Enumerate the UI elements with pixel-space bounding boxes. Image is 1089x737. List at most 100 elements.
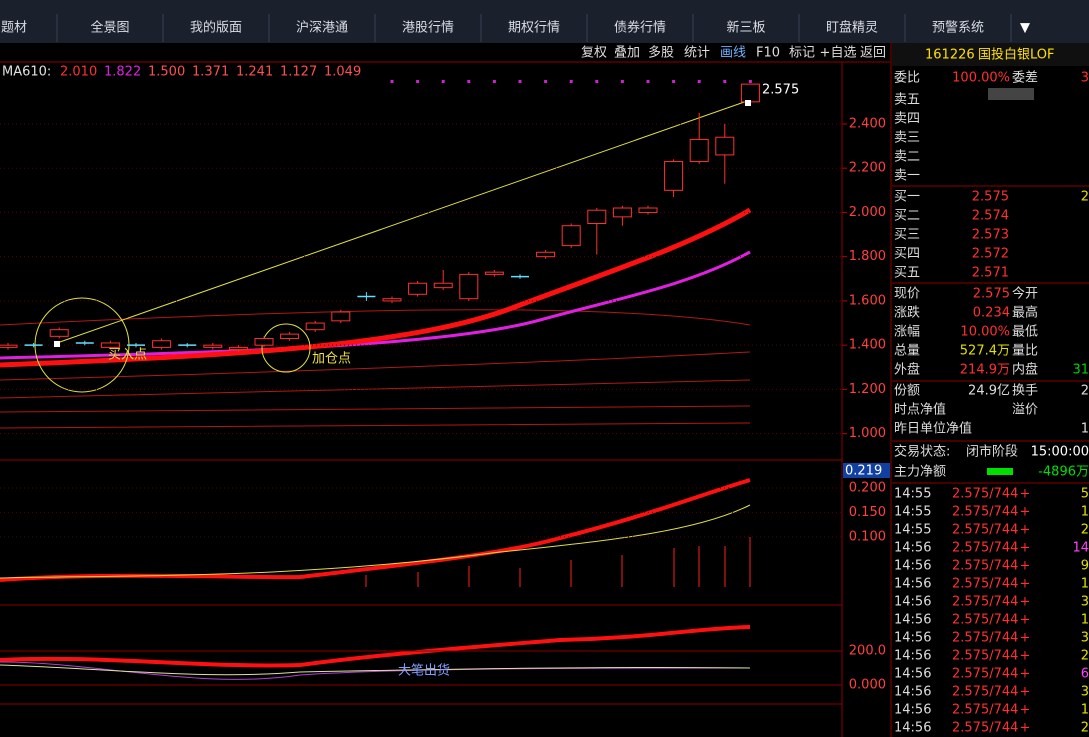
status-label: 交易状态: [894, 444, 950, 460]
sell-label: 卖一 [894, 169, 920, 184]
tab-dropdown[interactable]: ▼ [1020, 21, 1030, 36]
y-tick-label: 0.000 [849, 678, 886, 693]
tick-time: 14:56 [894, 613, 931, 628]
tab[interactable]: 新三板 [726, 20, 765, 36]
candle-body [536, 251, 556, 258]
y-tick-label: 2.000 [849, 205, 886, 220]
fund-label: 时点净值 [894, 402, 946, 418]
volume-line [0, 504, 751, 579]
annotation: 买入点 [108, 348, 147, 363]
buy-label: 买一 [894, 190, 920, 205]
ma-line [0, 250, 751, 360]
tab[interactable]: 期权行情 [508, 20, 560, 36]
collapse-button[interactable] [988, 88, 1034, 100]
tick-price: 2.575/744 [952, 667, 1018, 682]
signal-dot [416, 80, 420, 83]
toolbar-button[interactable]: 画线 [720, 46, 746, 61]
tab[interactable]: 债券行情 [614, 20, 666, 36]
flow-line [0, 661, 751, 680]
candle-body [382, 298, 402, 302]
tab[interactable]: 沪深港通 [296, 20, 348, 36]
stat-label: 现价 [894, 287, 920, 302]
tick-volume: 2 [1081, 649, 1089, 664]
tab[interactable]: 题材 [1, 21, 27, 36]
tick-time: 14:56 [894, 667, 931, 682]
tick-volume: 1 [1081, 613, 1089, 628]
toolbar-button[interactable]: 标记 [789, 46, 815, 61]
signal-dot [467, 80, 471, 83]
candle-body [715, 136, 735, 156]
stat-label: 今开 [1012, 286, 1038, 302]
tick-volume: 2 [1081, 721, 1089, 736]
annotation: 大笔出货 [398, 663, 450, 679]
toolbar-button[interactable]: 统计 [684, 46, 710, 61]
buy-price: 2.574 [972, 209, 1009, 224]
buy-label: 买四 [894, 247, 920, 262]
tick-price: 2.575/744 [952, 523, 1018, 538]
fund-value: 1 [1081, 422, 1089, 437]
stat-label: 量比 [1012, 344, 1038, 359]
ma-line [0, 351, 751, 381]
signal-dot [492, 80, 496, 83]
tick-side: + [1020, 685, 1031, 700]
stat-value: 2.575 [973, 287, 1010, 302]
indicator-value: 1.822 [104, 65, 141, 80]
candle-body [408, 282, 428, 295]
tick-time: 14:56 [894, 577, 931, 592]
signal-dot [748, 80, 752, 83]
net-label: 主力净额 [894, 465, 946, 480]
net-value: -4896万 [1038, 465, 1089, 480]
tab[interactable]: 我的版面 [190, 20, 242, 36]
buy-price: 2.572 [972, 247, 1009, 262]
tick-volume: 6 [1081, 667, 1089, 682]
tick-price: 2.575/744 [952, 577, 1018, 592]
tick-volume: 1 [1081, 505, 1089, 520]
indicator-value: 1.241 [236, 65, 273, 80]
toolbar-button[interactable]: +自选 [820, 46, 857, 61]
tick-price: 2.575/744 [952, 703, 1018, 718]
fund-name: 国投白银LOF [978, 47, 1055, 63]
tab[interactable]: 全景图 [90, 20, 129, 36]
price-marker [54, 341, 60, 347]
stat-value: 214.9万 [960, 363, 1010, 378]
toolbar-button[interactable]: F10 [756, 46, 780, 61]
toolbar-button[interactable]: 复权 [581, 45, 607, 61]
tick-side: + [1020, 559, 1031, 574]
y-tick-label: 2.200 [849, 161, 886, 176]
signal-dot [390, 80, 394, 83]
tick-volume: 5 [1081, 487, 1089, 502]
signal-dot [672, 80, 676, 83]
signal-dot [723, 80, 727, 83]
tick-price: 2.575/744 [952, 721, 1018, 736]
tab[interactable]: 预警系统 [932, 20, 984, 36]
tick-side: + [1020, 505, 1031, 520]
stat-value: 0.234 [973, 306, 1010, 321]
signal-dot [518, 80, 522, 83]
tick-volume: 9 [1081, 559, 1089, 574]
candle-body [587, 209, 607, 224]
fund-code: 161226 [925, 48, 975, 63]
tick-volume: 14 [1072, 541, 1089, 556]
candle-body [689, 138, 709, 163]
y-tick-label: 1.600 [849, 293, 886, 308]
tab[interactable]: 盯盘精灵 [826, 20, 878, 36]
y-tick-label: 1.000 [849, 426, 886, 441]
toolbar-button[interactable]: 返回 [860, 46, 886, 61]
candle-body [561, 225, 581, 247]
candle-body [49, 329, 69, 337]
y-tick-label: 1.800 [849, 249, 886, 264]
candle-body [664, 161, 684, 191]
toolbar-button[interactable]: 多股 [648, 45, 674, 61]
label: 委比 [894, 71, 920, 86]
stat-label: 外盘 [894, 362, 920, 378]
candle-body [228, 346, 248, 351]
tick-side: + [1020, 523, 1031, 538]
candle-body [638, 207, 658, 213]
tick-side: + [1020, 541, 1031, 556]
buy-price: 2.573 [972, 228, 1009, 243]
fund-label: 昨日单位净值 [894, 421, 972, 437]
tick-price: 2.575/744 [952, 541, 1018, 556]
net-bar [987, 468, 1013, 475]
tab[interactable]: 港股行情 [402, 21, 454, 36]
toolbar-button[interactable]: 叠加 [614, 46, 640, 61]
